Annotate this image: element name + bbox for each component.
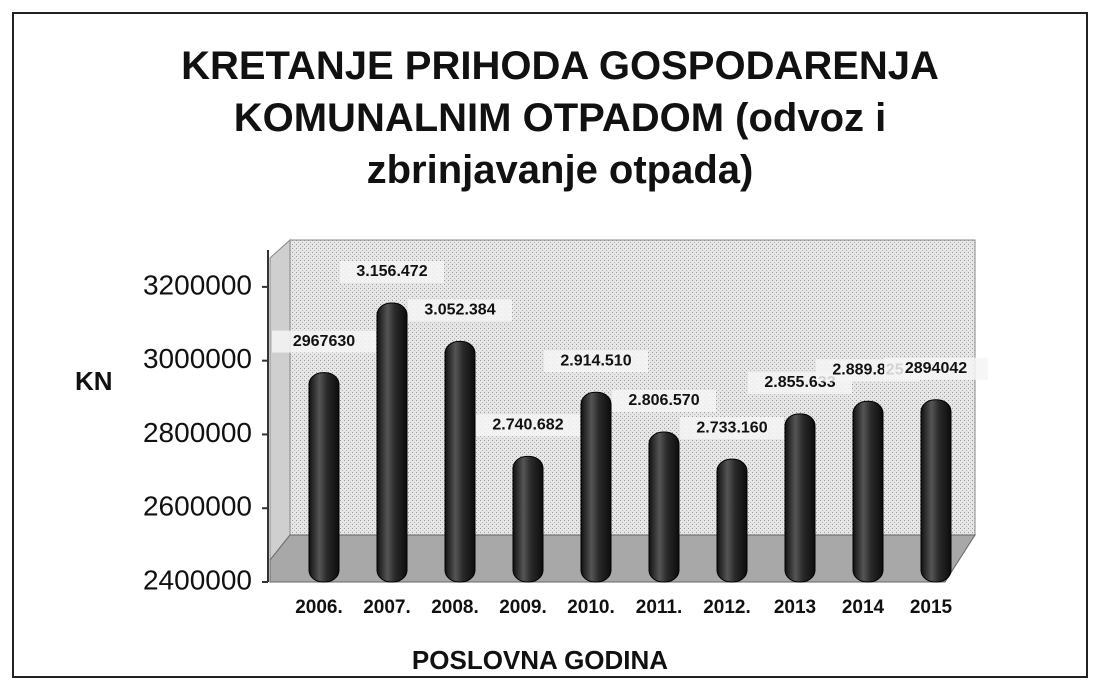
chart-frame	[12, 12, 1088, 678]
value-label-bg	[544, 350, 648, 373]
x-axis-label: POSLOVNA GODINA	[412, 645, 668, 675]
bar	[308, 372, 340, 583]
value-label-bg	[340, 260, 444, 283]
x-tick-label: 2008.	[431, 597, 479, 618]
bar	[376, 302, 408, 583]
value-label: 2.740.682	[492, 417, 563, 434]
bar	[784, 413, 816, 583]
x-tick-label: 2011.	[636, 597, 683, 618]
value-label: 3.156.472	[356, 263, 427, 280]
y-tick-label: 2600000	[143, 491, 252, 522]
bar	[716, 458, 748, 583]
x-tick-label: 2010.	[567, 597, 615, 618]
bar	[648, 431, 680, 583]
y-tick-label: 3200000	[143, 269, 252, 300]
bar	[580, 391, 612, 583]
value-label: 2.806.570	[628, 392, 699, 409]
y-tick-label: 2800000	[143, 417, 252, 448]
bar	[444, 340, 476, 583]
value-label: 2967630	[293, 333, 355, 350]
x-tick-label: 2006.	[295, 597, 343, 618]
x-tick-label: 2013	[774, 597, 816, 618]
value-label: 2.733.160	[696, 419, 767, 436]
x-tick-label: 2007.	[363, 597, 411, 618]
bar	[920, 399, 952, 583]
value-label: 2.914.510	[560, 352, 631, 369]
value-label-bg	[476, 414, 580, 437]
y-axis-label: KN	[75, 366, 113, 396]
value-label-bg	[884, 357, 988, 380]
value-label: 3.052.384	[424, 302, 495, 319]
x-tick-label: 2012.	[703, 597, 751, 618]
value-label-bg	[408, 299, 512, 322]
bar	[512, 455, 544, 583]
x-tick-label: 2015	[910, 597, 953, 618]
value-label-bg	[272, 330, 376, 353]
chart-title: KRETANJE PRIHODA GOSPODARENJA KOMUNALNIM…	[181, 44, 939, 192]
side-wall	[269, 238, 291, 562]
value-label-bg	[612, 390, 716, 413]
y-tick-label: 2400000	[143, 564, 252, 595]
value-label: 2894042	[905, 360, 967, 377]
value-label-bg	[680, 417, 784, 440]
x-tick-label: 2009.	[499, 597, 547, 618]
y-tick-label: 3000000	[143, 343, 252, 374]
bar	[852, 400, 884, 583]
x-tick-label: 2014	[842, 597, 885, 618]
